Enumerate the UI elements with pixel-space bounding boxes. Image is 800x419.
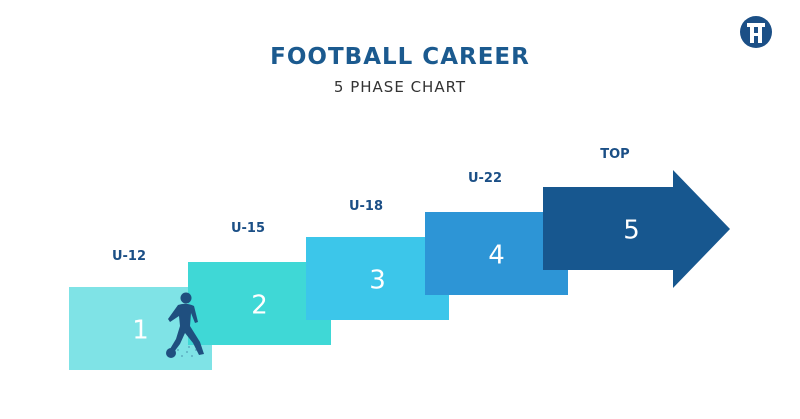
step-label: U-22 [468,171,502,186]
step-number: 2 [251,291,268,321]
step-arrow [543,170,730,288]
step-number: 1 [132,316,149,346]
step-label: U-18 [349,199,383,214]
chart-title: FOOTBALL CAREER [270,44,530,70]
brand-logo-icon [740,16,772,48]
step-number: 3 [369,266,386,296]
step-label: TOP [600,147,629,162]
step-label: U-15 [231,221,265,236]
step-number: 5 [623,216,640,246]
chart-subtitle: 5 PHASE CHART [333,78,467,96]
football-player-icon [166,292,204,358]
step-label: U-12 [112,249,146,264]
step-5: 5 TOP [543,147,730,288]
step-number: 4 [488,241,505,271]
